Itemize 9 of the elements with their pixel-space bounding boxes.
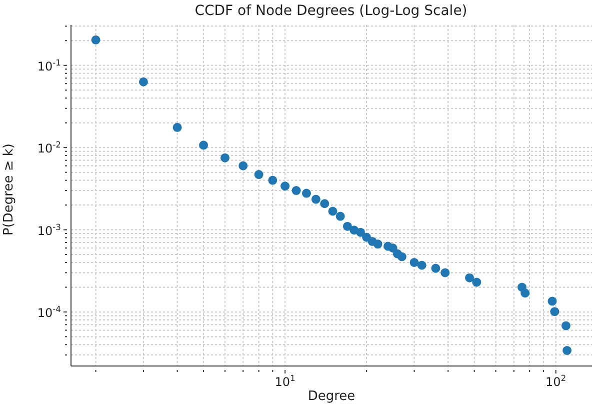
x-tick-label: 10$^{1}$ [274,373,296,389]
chart-title: CCDF of Node Degrees (Log-Log Scale) [194,3,468,19]
x-axis-title: Degree [308,389,356,404]
y-tick-label: 10$^{-3}$ [37,222,61,238]
y-tick-label: 10$^{-2}$ [37,140,61,156]
y-tick-label: 10$^{-1}$ [37,57,61,74]
y-tick-label: 10$^{-4}$ [37,304,61,320]
y-axis-title: P(Degree ≥ k) [2,144,17,236]
x-tick-label: 10$^{2}$ [546,373,566,389]
